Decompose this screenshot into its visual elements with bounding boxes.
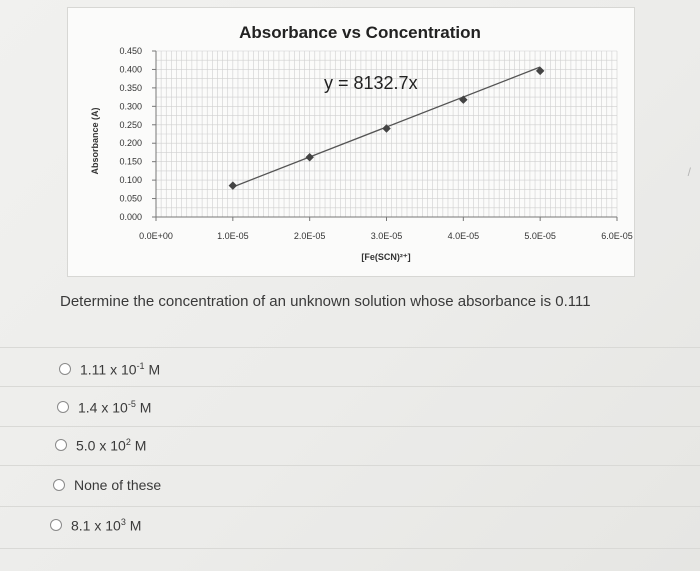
x-tick-label: 2.0E-05 bbox=[294, 231, 326, 241]
y-tick-label: 0.300 bbox=[119, 101, 142, 111]
y-tick-label: 0.400 bbox=[119, 64, 142, 74]
divider bbox=[0, 465, 700, 466]
answer-option-4[interactable]: None of these bbox=[53, 477, 161, 493]
option-label: 1.4 x 10-5 M bbox=[78, 399, 152, 416]
data-point bbox=[305, 152, 314, 162]
option-label: 5.0 x 102 M bbox=[76, 437, 147, 454]
divider bbox=[0, 506, 700, 507]
y-tick-label: 0.250 bbox=[119, 120, 142, 130]
x-tick-label: 5.0E-05 bbox=[524, 231, 556, 241]
y-tick-label: 0.100 bbox=[119, 175, 142, 185]
y-axis-label: Absorbance (A) bbox=[90, 107, 100, 174]
answer-option-1[interactable]: 1.11 x 10-1 M bbox=[59, 361, 160, 378]
x-axis-label: [Fe(SCN)²⁺] bbox=[361, 252, 410, 262]
y-tick-label: 0.350 bbox=[119, 83, 142, 93]
chart-title: Absorbance vs Concentration bbox=[239, 23, 481, 42]
x-tick-label: 6.0E-05 bbox=[601, 231, 633, 241]
answer-option-2[interactable]: 1.4 x 10-5 M bbox=[57, 399, 151, 416]
x-tick-label: 4.0E-05 bbox=[448, 231, 480, 241]
edge-mark: / bbox=[687, 165, 691, 179]
y-tick-label: 0.050 bbox=[119, 194, 142, 204]
divider bbox=[0, 426, 700, 427]
data-point bbox=[228, 181, 238, 190]
divider bbox=[0, 347, 700, 348]
absorbance-chart: Absorbance vs Concentration Absorbance (… bbox=[90, 23, 633, 262]
option-label: 1.11 x 10-1 M bbox=[80, 361, 161, 378]
radio-button[interactable] bbox=[53, 479, 65, 491]
radio-button[interactable] bbox=[50, 519, 62, 532]
y-tick-label: 0.000 bbox=[119, 212, 142, 222]
radio-button[interactable] bbox=[59, 363, 71, 376]
answer-option-5[interactable]: 8.1 x 103 M bbox=[50, 517, 141, 534]
radio-button[interactable] bbox=[57, 401, 69, 414]
divider bbox=[0, 548, 700, 549]
data-point bbox=[382, 124, 391, 133]
question-text: Determine the concentration of an unknow… bbox=[60, 293, 591, 310]
x-tick-label: 0.0E+00 bbox=[139, 231, 173, 241]
grid-layer bbox=[155, 50, 618, 218]
x-tick-label: 3.0E-05 bbox=[371, 231, 403, 241]
data-point bbox=[535, 66, 545, 76]
option-label: 8.1 x 103 M bbox=[71, 517, 142, 534]
axis-layer: 0.450 0.400 0.350 0.300 0.250 0.200 0.150 0.100… bbox=[119, 46, 632, 241]
radio-button[interactable] bbox=[55, 439, 67, 452]
data-point bbox=[459, 95, 468, 104]
divider bbox=[0, 386, 700, 387]
y-tick-label: 0.200 bbox=[119, 138, 142, 148]
y-tick-label: 0.450 bbox=[119, 46, 142, 56]
trendline-equation: y = 8132.7x bbox=[324, 73, 418, 93]
series-layer bbox=[228, 66, 545, 190]
option-label: None of these bbox=[74, 477, 162, 493]
x-tick-label: 1.0E-05 bbox=[217, 231, 249, 241]
answer-option-3[interactable]: 5.0 x 102 M bbox=[55, 437, 146, 454]
chart-frame: Absorbance vs Concentration Absorbance (… bbox=[67, 7, 635, 277]
y-tick-label: 0.150 bbox=[119, 157, 142, 167]
